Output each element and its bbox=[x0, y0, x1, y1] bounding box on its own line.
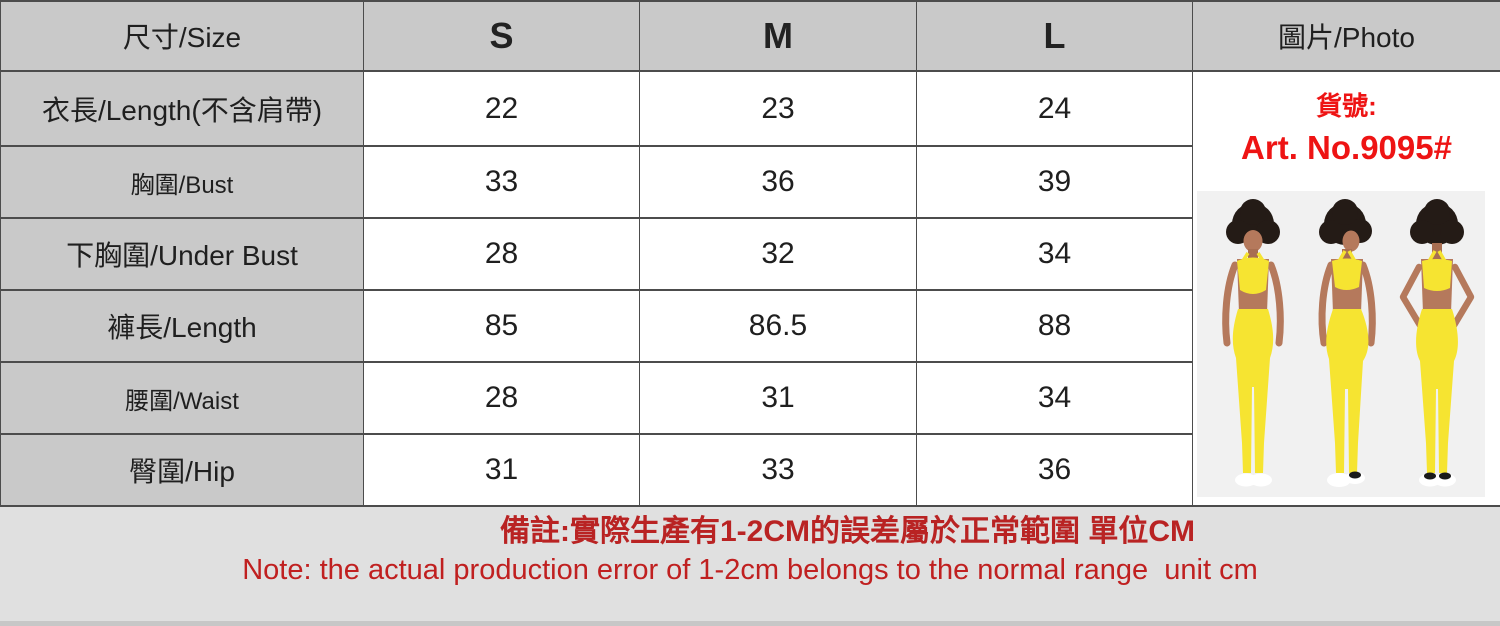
bottom-edge-strip bbox=[0, 621, 1500, 626]
table-row-top-length: 衣長/Length(不含肩帶) 22 23 24 貨號: Art. No.909… bbox=[0, 70, 1500, 507]
cell-value: 23 bbox=[639, 70, 917, 147]
cell-value: 34 bbox=[916, 217, 1193, 291]
model-side bbox=[1318, 198, 1376, 487]
table-row-hip: 臀圍/Hip 31 33 36 bbox=[0, 433, 1500, 507]
cell-value: 33 bbox=[639, 433, 917, 507]
cell-value: 24 bbox=[916, 70, 1193, 147]
cell-value: 32 bbox=[639, 217, 917, 291]
header-size-l: L bbox=[916, 0, 1193, 72]
header-size-col: 尺寸/Size bbox=[0, 0, 364, 72]
row-label: 下胸圍/Under Bust bbox=[0, 217, 364, 291]
cell-value: 86.5 bbox=[639, 289, 917, 363]
cell-value: 34 bbox=[916, 361, 1193, 435]
cell-value: 33 bbox=[363, 145, 640, 219]
cell-value: 88 bbox=[916, 289, 1193, 363]
row-label: 臀圍/Hip bbox=[0, 433, 364, 507]
cell-value: 31 bbox=[639, 361, 917, 435]
sku-label: 貨號: bbox=[1316, 90, 1377, 121]
header-row: 尺寸/Size S M L 圖片/Photo bbox=[0, 0, 1500, 72]
model-back bbox=[1399, 198, 1475, 486]
cell-value: 36 bbox=[639, 145, 917, 219]
row-label: 褲長/Length bbox=[0, 289, 364, 363]
note-english: Note: the actual production error of 1-2… bbox=[242, 554, 1258, 586]
row-label: 腰圍/Waist bbox=[0, 361, 364, 435]
cell-value: 39 bbox=[916, 145, 1193, 219]
product-photo-image bbox=[1197, 190, 1485, 497]
size-chart-table: 尺寸/Size S M L 圖片/Photo 衣長/Length(不含肩帶) 2… bbox=[0, 0, 1500, 507]
table-row-waist: 腰圍/Waist 28 31 34 bbox=[0, 361, 1500, 435]
row-label: 衣長/Length(不含肩帶) bbox=[0, 70, 364, 147]
note-chinese: 備註:實際生產有1-2CM的誤差屬於正常範圍 單位CM bbox=[500, 515, 1195, 548]
article-number: Art. No.9095# bbox=[1241, 128, 1452, 166]
cell-value: 36 bbox=[916, 433, 1193, 507]
cell-value: 28 bbox=[363, 217, 640, 291]
table-row-pants-length: 褲長/Length 85 86.5 88 bbox=[0, 289, 1500, 363]
header-size-m: M bbox=[639, 0, 917, 72]
notes-area: 備註:實際生產有1-2CM的誤差屬於正常範圍 單位CM Note: the ac… bbox=[0, 507, 1500, 626]
table-row-under-bust: 下胸圍/Under Bust 28 32 34 bbox=[0, 217, 1500, 291]
model-front bbox=[1222, 198, 1284, 486]
cell-value: 22 bbox=[363, 70, 640, 147]
row-label: 胸圍/Bust bbox=[0, 145, 364, 219]
cell-value: 85 bbox=[363, 289, 640, 363]
table-row-bust: 胸圍/Bust 33 36 39 bbox=[0, 145, 1500, 219]
header-size-s: S bbox=[363, 0, 640, 72]
cell-value: 31 bbox=[363, 433, 640, 507]
photo-cell: 貨號: Art. No.9095# bbox=[1192, 70, 1500, 507]
cell-value: 28 bbox=[363, 361, 640, 435]
header-photo-col: 圖片/Photo bbox=[1192, 0, 1500, 72]
